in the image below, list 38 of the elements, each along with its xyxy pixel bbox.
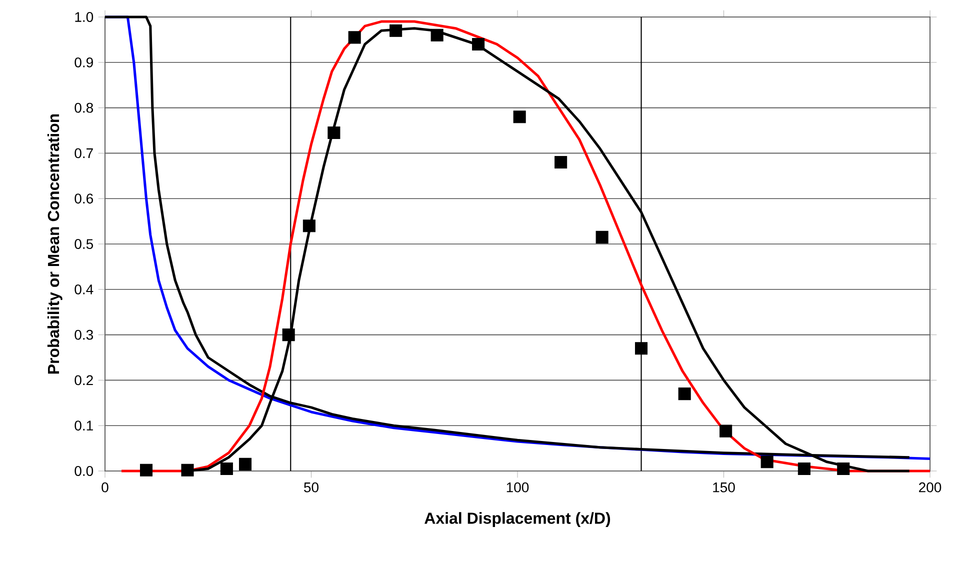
y-tick-label: 0.9 [74, 57, 93, 68]
point [140, 464, 153, 476]
y-tick-label: 0.5 [74, 239, 94, 249]
x-tick-label: 0 [102, 482, 108, 492]
y-tick-label: 0.7 [74, 148, 93, 158]
point [596, 230, 608, 244]
point [513, 110, 526, 124]
y-tick-label: 0.1 [74, 420, 93, 431]
point [390, 24, 402, 37]
x-axis-title: Axial Displacement (x/D) [424, 512, 610, 528]
point [798, 462, 810, 475]
point [472, 38, 485, 51]
y-tick-label: 0.4 [74, 284, 94, 294]
point [760, 456, 774, 468]
y-tick-label: 0.6 [74, 194, 94, 204]
point [634, 342, 648, 355]
y-tick-label: 0.2 [74, 375, 93, 386]
point [348, 31, 361, 44]
point [181, 464, 194, 476]
point [328, 126, 340, 140]
y-tick-label: 0.3 [74, 330, 94, 340]
x-tick-label: 200 [919, 482, 942, 492]
x-tick-label: 100 [506, 482, 529, 492]
point [720, 424, 732, 438]
x-tick-label: 50 [304, 482, 318, 492]
point [678, 388, 691, 400]
y-tick-label: 0.8 [74, 102, 94, 113]
y-tick-label: 1.0 [75, 12, 94, 22]
point [282, 328, 295, 342]
point [430, 28, 444, 42]
point [554, 156, 568, 169]
point [837, 462, 850, 475]
point [220, 462, 233, 475]
x-tick-label: 150 [713, 482, 735, 492]
y-axis-title: Probability or Mean Concentration [47, 114, 62, 374]
y-tick-label: 0.0 [74, 466, 94, 476]
point [302, 220, 316, 232]
point [238, 458, 252, 470]
